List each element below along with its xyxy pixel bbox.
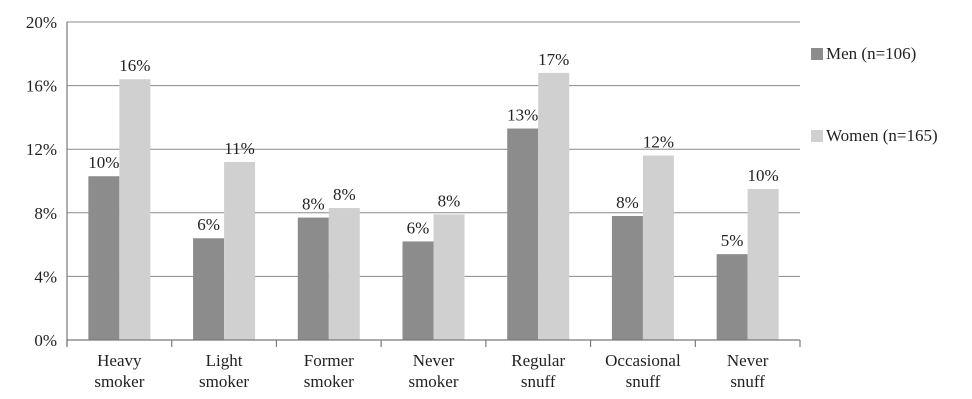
bar <box>538 72 570 340</box>
x-axis <box>66 22 801 347</box>
data-label: 16% <box>119 56 150 75</box>
data-label: 8% <box>333 185 356 204</box>
category-label: Never <box>413 351 455 370</box>
legend-swatch <box>811 48 823 60</box>
data-label: 8% <box>302 195 325 214</box>
data-label: 6% <box>407 218 430 237</box>
bar <box>402 241 434 340</box>
category-label: smoker <box>304 372 354 391</box>
legend-label: Men (n=106) <box>826 44 916 63</box>
bar <box>297 217 329 340</box>
bars <box>88 72 779 341</box>
legend: Men (n=106) Women (n=165) <box>811 44 938 145</box>
bar <box>119 79 151 341</box>
category-label: smoker <box>199 372 249 391</box>
bar <box>507 128 539 340</box>
legend-label: Women (n=165) <box>826 126 938 145</box>
category-label: Heavy <box>97 351 142 370</box>
y-tick-label: 8% <box>34 204 57 223</box>
y-axis-ticks: 0% 4% 8% 12% 16% 20% <box>26 13 57 350</box>
data-label: 10% <box>748 166 779 185</box>
data-labels: 10% 6% 8% 6% 13% 8% 5% 16% 11% 8% 8% 17% 12% 10% <box>88 50 778 250</box>
data-label: 6% <box>197 215 220 234</box>
data-label: 17% <box>538 50 569 69</box>
category-label: Light <box>206 351 243 370</box>
data-label: 8% <box>438 191 461 210</box>
bar <box>224 161 256 340</box>
data-label: 11% <box>224 139 255 158</box>
data-label: 5% <box>721 231 744 250</box>
bar <box>747 188 779 340</box>
category-label: smoker <box>94 372 144 391</box>
data-label: 8% <box>616 193 639 212</box>
category-labels: Heavy smoker Light smoker Former smoker Never s… <box>94 351 768 391</box>
bar <box>433 214 465 340</box>
data-label: 13% <box>507 106 538 125</box>
bar <box>642 155 674 340</box>
bar <box>88 176 120 340</box>
bar <box>611 215 643 340</box>
category-label: smoker <box>408 372 458 391</box>
legend-swatch <box>811 130 823 142</box>
category-label: snuff <box>730 372 765 391</box>
category-label: Never <box>727 351 769 370</box>
y-tick-label: 4% <box>34 267 57 286</box>
y-tick-label: 12% <box>26 140 57 159</box>
y-tick-label: 20% <box>26 13 57 32</box>
category-label: Occasional <box>605 351 681 370</box>
y-tick-label: 0% <box>34 331 57 350</box>
bar <box>193 238 225 340</box>
category-label: snuff <box>521 372 556 391</box>
category-label: snuff <box>626 372 661 391</box>
y-tick-label: 16% <box>26 77 57 96</box>
gridlines <box>67 21 800 277</box>
data-label: 10% <box>88 153 119 172</box>
data-label: 12% <box>643 133 674 152</box>
category-label: Regular <box>511 351 565 370</box>
bar <box>328 208 360 340</box>
category-label: Former <box>304 351 354 370</box>
bar <box>716 254 748 340</box>
